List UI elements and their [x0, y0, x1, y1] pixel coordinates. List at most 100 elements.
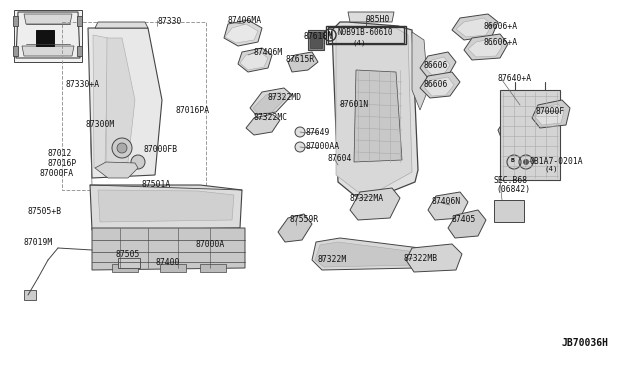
- Polygon shape: [448, 210, 486, 238]
- Polygon shape: [93, 35, 108, 168]
- Text: (4): (4): [544, 166, 557, 173]
- Polygon shape: [225, 24, 258, 43]
- Polygon shape: [24, 14, 72, 24]
- Circle shape: [523, 159, 529, 165]
- Text: 86606+A: 86606+A: [484, 38, 518, 47]
- Polygon shape: [336, 26, 412, 192]
- Polygon shape: [90, 185, 242, 230]
- Polygon shape: [406, 244, 462, 272]
- Polygon shape: [464, 34, 508, 60]
- Text: 86606+A: 86606+A: [484, 22, 518, 31]
- Polygon shape: [468, 38, 502, 57]
- Polygon shape: [535, 104, 564, 125]
- Text: (4): (4): [352, 40, 365, 46]
- Text: 87322M: 87322M: [318, 255, 348, 264]
- Text: 87330: 87330: [157, 17, 181, 26]
- Bar: [310, 32, 322, 48]
- Bar: [77, 46, 82, 56]
- Polygon shape: [22, 46, 74, 56]
- Bar: [112, 264, 138, 272]
- Text: 86606: 86606: [424, 80, 449, 89]
- Polygon shape: [106, 38, 135, 166]
- Polygon shape: [412, 32, 428, 110]
- Circle shape: [295, 127, 305, 137]
- Bar: [200, 264, 226, 272]
- Text: 87618N: 87618N: [304, 32, 333, 41]
- Bar: [326, 26, 406, 44]
- Text: 87000F: 87000F: [536, 107, 565, 116]
- Text: 87406M: 87406M: [254, 48, 284, 57]
- Text: JB70036H: JB70036H: [562, 338, 609, 348]
- Polygon shape: [238, 48, 272, 72]
- Polygon shape: [278, 214, 312, 242]
- Text: 87016P: 87016P: [48, 159, 77, 168]
- Text: 86606: 86606: [424, 61, 449, 70]
- Polygon shape: [95, 22, 148, 28]
- Text: N0B91B-60610: N0B91B-60610: [338, 28, 394, 37]
- Bar: [24, 290, 36, 300]
- Circle shape: [295, 142, 305, 152]
- Text: N: N: [328, 31, 332, 37]
- Text: 87016PA: 87016PA: [176, 106, 210, 115]
- Polygon shape: [498, 115, 530, 140]
- Polygon shape: [428, 192, 468, 220]
- Polygon shape: [332, 22, 418, 196]
- Circle shape: [112, 138, 132, 158]
- Text: 87000AA: 87000AA: [305, 142, 339, 151]
- Polygon shape: [424, 77, 454, 96]
- Circle shape: [117, 143, 127, 153]
- Text: 87604: 87604: [328, 154, 353, 163]
- Polygon shape: [420, 72, 460, 98]
- Text: 87400: 87400: [156, 258, 180, 267]
- Text: 87505+B: 87505+B: [28, 207, 62, 216]
- Text: 87505: 87505: [116, 250, 140, 259]
- Circle shape: [131, 155, 145, 169]
- Polygon shape: [92, 228, 245, 270]
- Bar: [36, 30, 54, 46]
- Text: 87330+A: 87330+A: [66, 80, 100, 89]
- Polygon shape: [88, 28, 162, 178]
- Polygon shape: [288, 52, 318, 72]
- Polygon shape: [98, 190, 234, 222]
- Text: 87615R: 87615R: [286, 55, 316, 64]
- Text: B: B: [511, 158, 515, 163]
- Bar: [77, 16, 82, 26]
- Bar: [62, 22, 206, 190]
- Text: 87300M: 87300M: [85, 120, 115, 129]
- Text: 87012: 87012: [48, 149, 72, 158]
- Bar: [308, 30, 324, 50]
- Polygon shape: [312, 238, 420, 270]
- Text: 87405: 87405: [452, 215, 476, 224]
- Text: 87000FB: 87000FB: [144, 145, 178, 154]
- Polygon shape: [350, 188, 400, 220]
- Polygon shape: [456, 18, 492, 37]
- Polygon shape: [250, 88, 292, 115]
- Text: 87019M: 87019M: [24, 238, 53, 247]
- Text: 87322MB: 87322MB: [404, 254, 438, 263]
- Bar: [13, 46, 18, 56]
- Text: SEC.B68: SEC.B68: [494, 176, 528, 185]
- Polygon shape: [452, 14, 498, 40]
- Polygon shape: [532, 100, 570, 128]
- Text: 87322MA: 87322MA: [350, 194, 384, 203]
- Text: 87501A: 87501A: [142, 180, 172, 189]
- Polygon shape: [224, 20, 262, 46]
- Text: 87406MA: 87406MA: [228, 16, 262, 25]
- Text: 87601N: 87601N: [340, 100, 369, 109]
- Polygon shape: [315, 242, 416, 267]
- Text: 87559R: 87559R: [289, 215, 318, 224]
- Polygon shape: [420, 52, 456, 78]
- Text: 87406N: 87406N: [432, 197, 461, 206]
- Text: 87000FA: 87000FA: [40, 169, 74, 178]
- Bar: [494, 200, 524, 222]
- Polygon shape: [354, 70, 402, 162]
- Text: 985H0: 985H0: [366, 15, 390, 24]
- Text: 87322MC: 87322MC: [254, 113, 288, 122]
- Bar: [328, 27, 404, 43]
- Bar: [118, 258, 140, 268]
- Polygon shape: [16, 12, 80, 58]
- Text: (06842): (06842): [496, 185, 530, 194]
- Polygon shape: [246, 114, 280, 135]
- Bar: [13, 16, 18, 26]
- Polygon shape: [95, 162, 138, 178]
